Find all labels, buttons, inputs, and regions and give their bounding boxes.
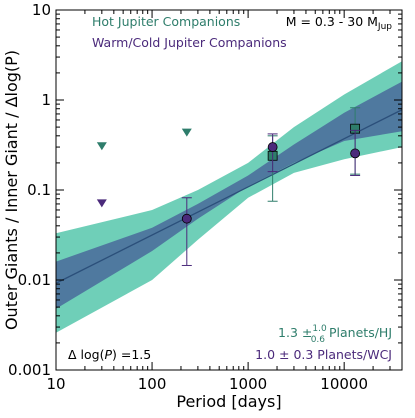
- planets-hj-down: 0.6: [311, 335, 326, 345]
- planets-per-hj-annotation: 1.3 ±1.0 0.6 Planets/HJ: [278, 324, 392, 345]
- wcj-point-0: [181, 213, 192, 224]
- bin-width-var: P: [104, 347, 112, 362]
- x-tick-label: 100: [138, 375, 167, 393]
- y-tick-label: 0.1: [27, 181, 51, 199]
- legend-entry-warm-cold-jupiter: Warm/Cold Jupiter Companions: [92, 35, 287, 50]
- x-tick-label: 10000: [320, 375, 368, 393]
- axis-ticks: 10 100 1000 10000 0.001 0.01 0.1 1 10: [8, 1, 403, 393]
- planets-per-wcj-annotation: 1.0 ± 0.3 Planets/WCJ: [255, 347, 392, 362]
- y-axis-title: Outer Giants / Inner Giant / Δlog(P): [2, 50, 21, 330]
- hj-upper-limit-1: [181, 128, 192, 137]
- wcj-upper-limit-0: [96, 199, 107, 208]
- x-tick-label: 1000: [229, 375, 267, 393]
- legend-entry-hot-jupiter: Hot Jupiter Companions: [92, 14, 240, 29]
- confidence-band-inner: [56, 81, 402, 309]
- x-tick-label: 10: [46, 375, 65, 393]
- bin-width-annotation: Δ log(P) =1.5: [68, 347, 151, 362]
- wcj-point-1: [267, 142, 278, 152]
- planets-hj-value: 1.3: [278, 325, 302, 340]
- wcj-point-2: [350, 148, 361, 159]
- y-tick-label: 1: [41, 91, 51, 109]
- bin-width-prefix: Δ log(: [68, 347, 104, 362]
- y-tick-label: 0.01: [18, 271, 51, 289]
- hj-upper-limit-0: [96, 142, 107, 151]
- bin-width-suffix: ) =1.5: [112, 347, 151, 362]
- planets-hj-up: 1.0: [312, 324, 327, 334]
- mass-range-subscript: Jup: [377, 22, 392, 32]
- mass-range-annotation: M = 0.3 - 30 MJup: [286, 14, 393, 32]
- mass-range-prefix: M = 0.3 - 30 M: [286, 14, 378, 29]
- fit-line: [56, 109, 402, 284]
- planets-hj-suffix: Planets/HJ: [325, 325, 392, 340]
- y-tick-label: 10: [32, 1, 51, 19]
- x-axis-title: Period [days]: [176, 392, 281, 411]
- y-tick-label: 0.001: [8, 361, 51, 379]
- plot-area: [56, 61, 402, 333]
- planets-hj-pm: ±: [302, 325, 312, 340]
